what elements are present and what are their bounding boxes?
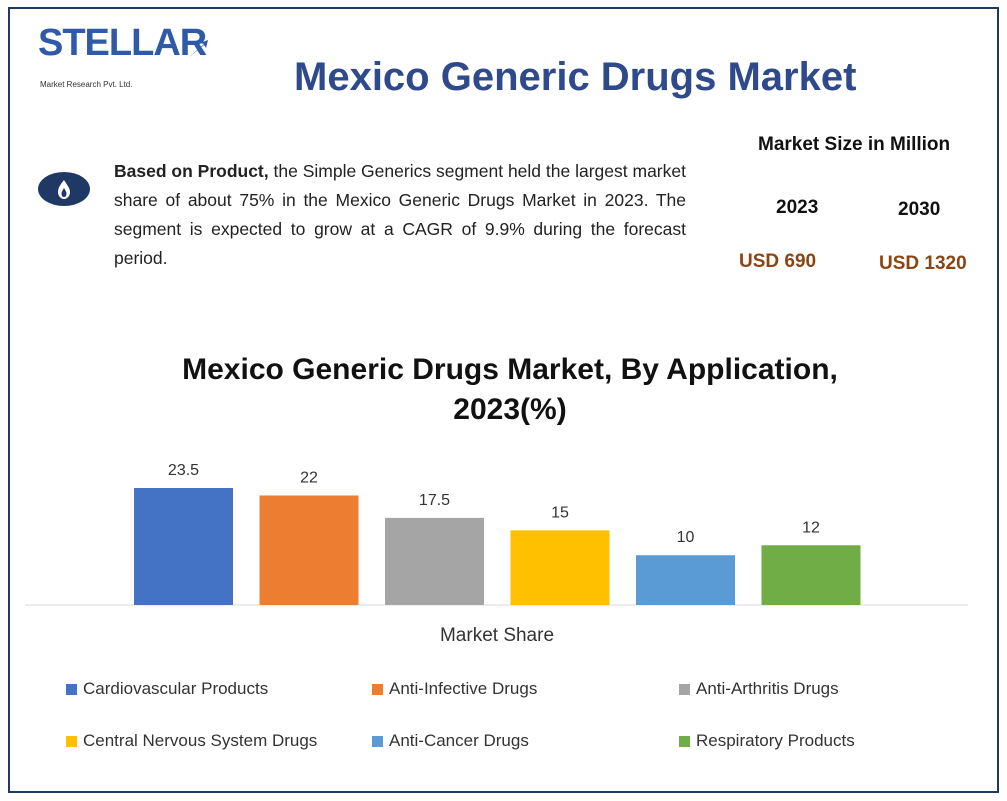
flame-icon	[38, 172, 90, 206]
value-2023: USD 690	[739, 251, 817, 272]
legend-label: Anti-Cancer Drugs	[389, 731, 529, 750]
data-label: 17.5	[419, 492, 450, 509]
year-2030: 2030	[898, 199, 941, 220]
legend-swatch	[372, 683, 383, 695]
legend-label: Respiratory Products	[696, 731, 855, 750]
summary-lead: Based on Product,	[114, 161, 269, 181]
legend-label: Central Nervous System Drugs	[83, 731, 318, 750]
legend-item: Anti-Arthritis Drugs	[679, 679, 839, 699]
logo-name: STELLAR	[38, 22, 207, 64]
legend-swatch	[66, 735, 77, 747]
bar-anti-cancer-drugs	[636, 555, 735, 605]
legend-item: Central Nervous System Drugs	[66, 731, 317, 751]
year-2023: 2023	[776, 197, 819, 218]
legend-label: Anti-Infective Drugs	[389, 679, 538, 698]
product-summary: Based on Product, the Simple Generics se…	[114, 157, 686, 273]
logo-arrow-icon	[188, 40, 208, 58]
legend-swatch	[679, 735, 690, 747]
stellar-logo: STELLAR Market Research Pvt. Ltd.	[38, 22, 218, 92]
legend-item: Anti-Cancer Drugs	[372, 731, 529, 751]
bar-cardiovascular-products	[134, 488, 233, 605]
data-label: 10	[677, 529, 695, 546]
legend-item: Anti-Infective Drugs	[372, 679, 537, 699]
value-2030: USD 1320	[879, 253, 967, 274]
data-label: 23.5	[168, 462, 199, 479]
x-axis-label: Market Share	[440, 625, 554, 646]
bar-anti-arthritis-drugs	[385, 517, 484, 605]
data-label: 15	[551, 504, 569, 521]
bar-anti-infective-drugs	[259, 495, 359, 605]
legend-swatch	[372, 735, 383, 747]
legend-swatch	[66, 683, 77, 695]
legend-label: Cardiovascular Products	[83, 679, 269, 698]
summary-body: the Simple Generics segment held the lar…	[114, 161, 686, 268]
legend-item: Cardiovascular Products	[66, 679, 268, 699]
chart-title: Mexico Generic Drugs Market, By Applicat…	[182, 353, 838, 426]
legend-label: Anti-Arthritis Drugs	[696, 679, 839, 698]
logo-tagline: Market Research Pvt. Ltd.	[40, 80, 133, 89]
data-label: 12	[802, 519, 820, 536]
legend-item: Respiratory Products	[679, 731, 855, 751]
bar-central-nervous-system-drugs	[510, 530, 610, 605]
legend-swatch	[679, 683, 690, 695]
bar-respiratory-products	[761, 545, 861, 605]
infographic-frame	[8, 7, 999, 793]
page-title: Mexico Generic Drugs Market	[294, 55, 857, 99]
data-label: 22	[300, 469, 318, 486]
market-size-title: Market Size in Million	[758, 134, 951, 155]
